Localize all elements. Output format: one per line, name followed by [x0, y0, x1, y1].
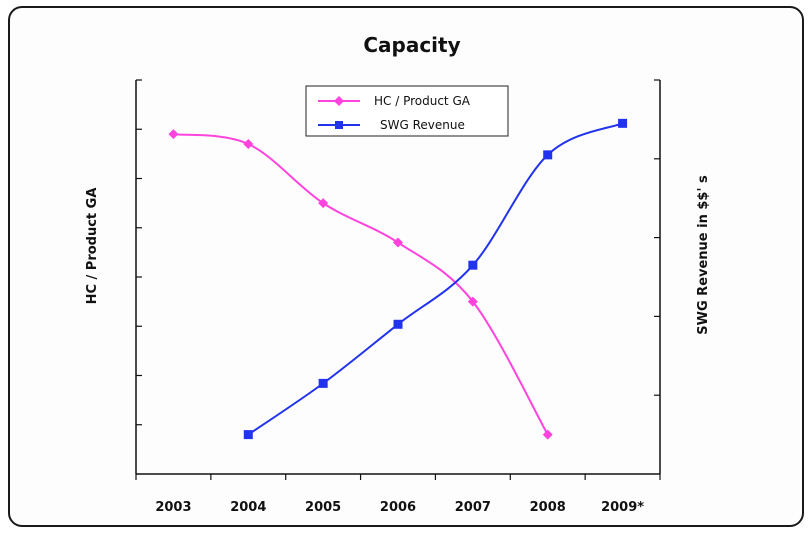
data-point-hc [168, 129, 179, 140]
data-point-swg [243, 430, 253, 440]
data-point-hc [467, 296, 478, 307]
data-point-swg [543, 150, 553, 160]
data-point-swg [618, 118, 628, 128]
x-tick-label: 2004 [230, 500, 266, 515]
data-point-swg [468, 260, 478, 270]
x-tick-label: 2006 [380, 500, 416, 515]
series-markers [168, 118, 628, 440]
series-line-1 [247, 122, 623, 436]
x-tick-label: 2003 [155, 500, 191, 515]
x-tick-label: 2009* [601, 500, 644, 515]
series-lines [173, 122, 623, 436]
axes [135, 79, 661, 480]
chart-title: Capacity [363, 33, 460, 57]
x-tick-labels: 2003 2004 2005 2006 2007 2008 2009* [155, 500, 644, 515]
legend-label-swg: SWG Revenue [380, 118, 465, 132]
legend-marker-swg [335, 121, 343, 129]
legend: HC / Product GA SWG Revenue [305, 85, 509, 137]
data-point-swg [393, 319, 403, 329]
x-tick-label: 2008 [530, 500, 566, 515]
data-point-hc [243, 139, 254, 150]
data-point-hc [393, 237, 403, 248]
y2-axis-label: SWG Revenue in $$' s [696, 175, 711, 335]
data-point-swg [318, 378, 328, 388]
data-point-hc [318, 198, 329, 209]
legend-marker-hc [334, 96, 344, 106]
y-axis-label: HC / Product GA [85, 188, 100, 305]
x-tick-label: 2007 [455, 500, 491, 515]
legend-label-hc: HC / Product GA [374, 94, 471, 108]
series-line-0 [173, 133, 549, 436]
data-point-hc [542, 429, 553, 440]
x-tick-label: 2005 [305, 500, 341, 515]
